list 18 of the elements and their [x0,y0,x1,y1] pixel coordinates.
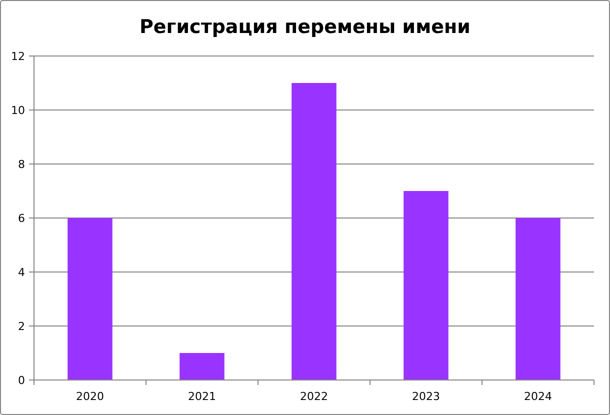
x-tick-label: 2020 [76,390,104,403]
bar [180,353,224,380]
chart-title: Регистрация перемены имени [140,16,470,38]
y-tick-label: 0 [18,374,25,387]
bar [404,191,448,380]
bar [68,218,112,380]
y-tick-label: 2 [18,320,25,333]
x-tick-label: 2021 [188,390,216,403]
y-tick-label: 8 [18,158,25,171]
y-tick-label: 12 [11,50,25,63]
y-tick-label: 10 [11,104,25,117]
x-tick-label: 2022 [300,390,328,403]
x-tick-label: 2024 [524,390,552,403]
y-tick-label: 6 [18,212,25,225]
x-tick-label: 2023 [412,390,440,403]
y-tick-label: 4 [18,266,25,279]
bar [516,218,560,380]
bar [292,83,336,380]
